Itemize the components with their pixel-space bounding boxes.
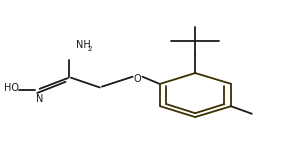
Text: HO: HO (4, 83, 19, 93)
Text: O: O (133, 74, 141, 84)
Text: N: N (36, 94, 43, 104)
Text: 2: 2 (87, 46, 92, 52)
Text: NH: NH (76, 40, 91, 50)
